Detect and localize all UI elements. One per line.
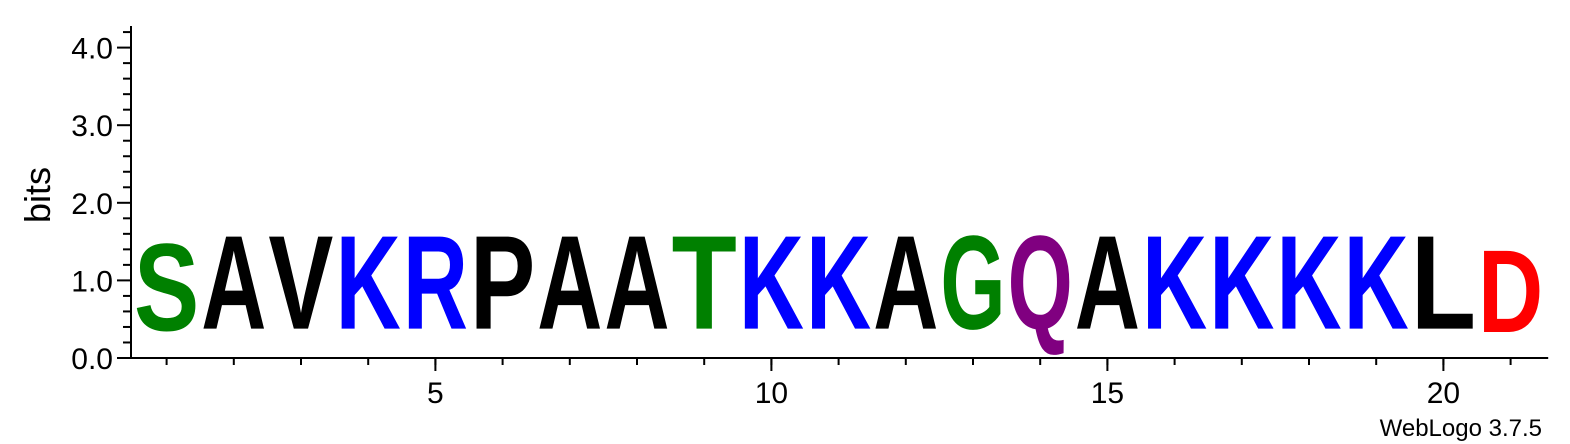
x-tick-label: 20 bbox=[1427, 377, 1460, 410]
logo-stack: K bbox=[739, 209, 804, 358]
logo-stack: T bbox=[672, 207, 737, 357]
logo-letter: A bbox=[201, 209, 266, 358]
logo-stack: D bbox=[1478, 227, 1543, 358]
y-axis-label: bits bbox=[17, 167, 58, 223]
logo-stack: K bbox=[806, 209, 871, 358]
y-tick-label: 3.0 bbox=[71, 110, 113, 143]
logo-letter: K bbox=[806, 209, 871, 358]
logo-stack: L bbox=[1411, 207, 1476, 357]
logo-letter: G bbox=[940, 208, 1005, 358]
weblogo-credit: WebLogo 3.7.5 bbox=[1380, 415, 1542, 442]
y-tick-label: 1.0 bbox=[71, 265, 113, 298]
logo-stack: K bbox=[1344, 209, 1409, 358]
logo-letter: S bbox=[134, 218, 199, 357]
logo-stack: A bbox=[201, 209, 266, 358]
logo-stack: A bbox=[604, 209, 669, 358]
logo-letter: K bbox=[336, 209, 401, 358]
logo-stack: V bbox=[268, 207, 333, 357]
x-tick-label: 10 bbox=[755, 377, 788, 410]
logo-letter: K bbox=[1344, 209, 1409, 358]
logo-letter: T bbox=[672, 207, 737, 357]
y-tick-label: 4.0 bbox=[71, 33, 113, 66]
logo-stack: K bbox=[1276, 209, 1341, 358]
logo-stack: R bbox=[403, 209, 468, 358]
x-tick-label: 15 bbox=[1091, 377, 1124, 410]
logo-stack: Q bbox=[1008, 208, 1073, 358]
logo-stack: G bbox=[940, 208, 1005, 358]
logo-stack: P bbox=[470, 208, 535, 358]
logo-letter: D bbox=[1478, 227, 1543, 358]
logo-letter: K bbox=[1209, 209, 1274, 358]
y-tick-label: 2.0 bbox=[71, 188, 113, 221]
logo-stack: K bbox=[1209, 209, 1274, 358]
x-axis: 5 10 15 20 bbox=[131, 357, 1549, 410]
x-tick-label: 5 bbox=[427, 377, 444, 410]
logo-letter: A bbox=[1075, 209, 1140, 358]
logo-letter: K bbox=[1142, 209, 1207, 358]
logo-letter: V bbox=[268, 207, 333, 357]
logo-stack: K bbox=[336, 209, 401, 358]
logo-stack: A bbox=[1075, 209, 1140, 358]
y-tick-label: 0.0 bbox=[71, 343, 113, 376]
logo-letter: P bbox=[470, 208, 535, 358]
y-axis: 0.0 1.0 2.0 3.0 4.0 bbox=[71, 26, 132, 376]
logo-stack: A bbox=[873, 209, 938, 358]
logo-letter: A bbox=[604, 209, 669, 358]
logo-letter: L bbox=[1411, 207, 1476, 357]
logo-letter: R bbox=[403, 209, 468, 358]
logo-letter: K bbox=[1276, 209, 1341, 358]
logo-letter: A bbox=[537, 209, 602, 358]
logo-stack: K bbox=[1142, 209, 1207, 358]
logo-stack: A bbox=[537, 209, 602, 358]
logo-letter: A bbox=[873, 209, 938, 358]
logo-stack: S bbox=[134, 218, 199, 357]
logo-letter: Q bbox=[1008, 208, 1073, 358]
logo-letter: K bbox=[739, 209, 804, 358]
